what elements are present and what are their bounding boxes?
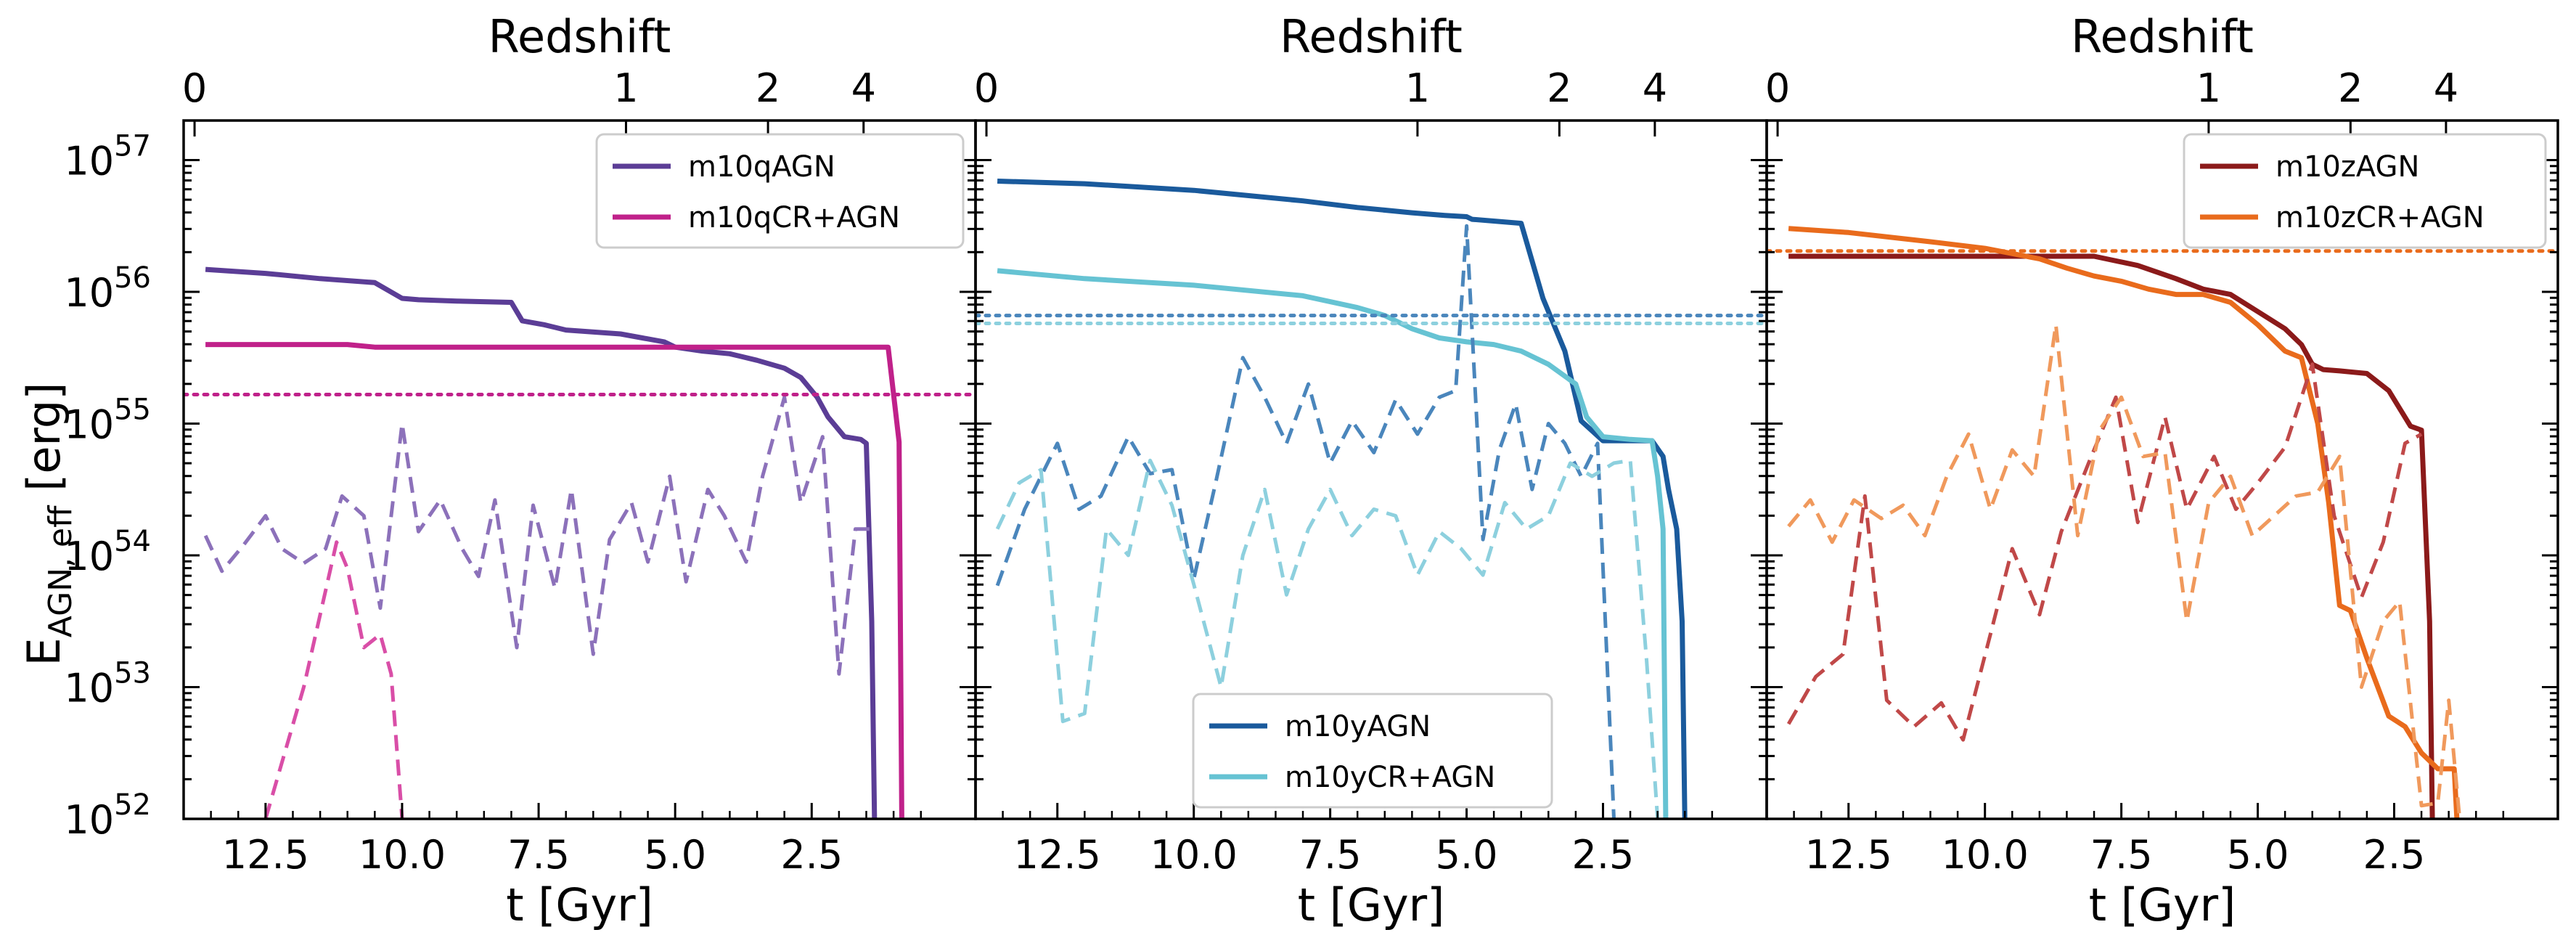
- series-dashed-m10zcr-agn: [1787, 322, 2462, 819]
- legend: m10qAGN m10qCR+AGN: [595, 133, 965, 249]
- y-tick-label: 1053: [64, 656, 151, 711]
- series-dashed-m10qagn: [203, 395, 872, 676]
- legend-box: [595, 133, 965, 249]
- y-tick-label: 1052: [64, 788, 151, 843]
- y-tick-label: 1056: [64, 261, 151, 316]
- series-dashed-m10ycr-agn: [995, 458, 1660, 819]
- x-tick-label: 2.5: [1572, 832, 1635, 878]
- panel-3-lines: [1767, 226, 2558, 819]
- series-solid-m10yagn: [997, 179, 1688, 819]
- y-tick-base: 10: [64, 534, 114, 579]
- x-tick-label: 10.0: [1150, 832, 1238, 878]
- top-tick-label: 0: [182, 65, 207, 111]
- top-tick-label: 1: [613, 65, 638, 111]
- top-tick-label: 2: [2338, 65, 2363, 111]
- x-tick-label: 12.5: [1805, 832, 1892, 878]
- y-axis-label-unit: [erg]: [17, 383, 70, 506]
- top-tick-label: 4: [2434, 65, 2458, 111]
- legend-entry: m10yCR+AGN: [1285, 761, 1495, 794]
- x-tick-label: 10.0: [1942, 832, 2029, 878]
- top-tick-label: 4: [1643, 65, 1667, 111]
- y-tick-exponent: 55: [114, 393, 151, 426]
- y-axis-label-subscript: AGN, eff: [42, 505, 79, 637]
- y-tick-base: 10: [64, 138, 114, 184]
- top-axis-label: Redshift: [488, 10, 671, 63]
- top-tick-label: 2: [756, 65, 780, 111]
- y-tick-exponent: 57: [114, 129, 151, 163]
- legend-box: [2183, 133, 2547, 249]
- legend-entry: m10qAGN: [688, 150, 835, 184]
- x-axis-label: t [Gyr]: [2089, 878, 2236, 931]
- y-tick-base: 10: [64, 797, 114, 843]
- x-tick-label: 2.5: [780, 832, 843, 878]
- series-solid-m10qcr-agn: [205, 342, 904, 819]
- panel-1-lines: [184, 266, 976, 819]
- x-tick-label: 5.0: [2227, 832, 2289, 878]
- legend-entry: m10yAGN: [1285, 710, 1431, 743]
- panel-2: 12.5 10.0 7.5 5.0 2.5 0 1 2 4 t [Gyr] Redshift m10y…: [974, 10, 1768, 931]
- top-axis-label: Redshift: [2071, 10, 2254, 63]
- x-tick-label: 2.5: [2363, 832, 2426, 878]
- y-tick-exponent: 56: [114, 261, 151, 295]
- x-tick-label: 5.0: [1436, 832, 1498, 878]
- y-tick-exponent: 54: [114, 525, 151, 558]
- y-axis-label: EAGN, eff [erg]: [17, 383, 79, 666]
- panel-2-lines: [976, 179, 1767, 819]
- x-tick-label: 12.5: [222, 832, 309, 878]
- y-tick-base: 10: [64, 665, 114, 711]
- x-tick-label: 7.5: [1299, 832, 1362, 878]
- series-solid-m10ycr-agn: [997, 268, 1669, 819]
- legend-entry: m10zAGN: [2276, 150, 2419, 184]
- x-tick-label: 7.5: [507, 832, 570, 878]
- y-tick-exponent: 53: [114, 656, 151, 690]
- y-tick-base: 10: [64, 270, 114, 316]
- series-solid-m10zcr-agn: [1788, 226, 2460, 819]
- series-solid-m10qagn: [205, 266, 878, 819]
- panel-3: 12.5 10.0 7.5 5.0 2.5 0 1 2 4 t [Gyr] Redshift m10z…: [1765, 10, 2559, 931]
- y-tick-base: 10: [64, 401, 114, 447]
- x-axis-label: t [Gyr]: [506, 878, 653, 931]
- legend: m10yAGN m10yCR+AGN: [1192, 693, 1553, 809]
- top-tick-label: 4: [851, 65, 876, 111]
- x-axis-label: t [Gyr]: [1298, 878, 1445, 931]
- y-tick-exponent: 52: [114, 788, 151, 822]
- x-tick-label: 10.0: [359, 832, 446, 878]
- series-solid-m10zagn: [1788, 253, 2435, 819]
- y-tick-label: 1057: [64, 129, 151, 184]
- legend-entry: m10qCR+AGN: [688, 201, 900, 234]
- series-dashed-m10zagn: [1786, 362, 2423, 742]
- top-tick-label: 1: [1405, 65, 1430, 111]
- legend-box: [1192, 693, 1553, 809]
- top-tick-label: 0: [974, 65, 999, 111]
- y-axis-label-main: E: [17, 637, 70, 666]
- top-tick-label: 1: [2196, 65, 2221, 111]
- x-tick-label: 12.5: [1014, 832, 1101, 878]
- legend: m10zAGN m10zCR+AGN: [2183, 133, 2547, 249]
- y-tick-label: 1055: [64, 393, 151, 447]
- series-dashed-m10qcr-agn: [263, 540, 404, 819]
- top-axis-label: Redshift: [1280, 10, 1463, 63]
- x-tick-label: 7.5: [2090, 832, 2153, 878]
- top-tick-label: 2: [1547, 65, 1571, 111]
- series-dashed-m10yagn: [995, 224, 1616, 819]
- svg-text:EAGN, eff [erg]: EAGN, eff [erg]: [17, 383, 79, 666]
- panel-3-frame: [1765, 119, 2559, 820]
- x-tick-label: 5.0: [644, 832, 706, 878]
- legend-entry: m10zCR+AGN: [2276, 201, 2485, 234]
- top-tick-label: 0: [1765, 65, 1790, 111]
- y-tick-label: 1054: [64, 525, 151, 579]
